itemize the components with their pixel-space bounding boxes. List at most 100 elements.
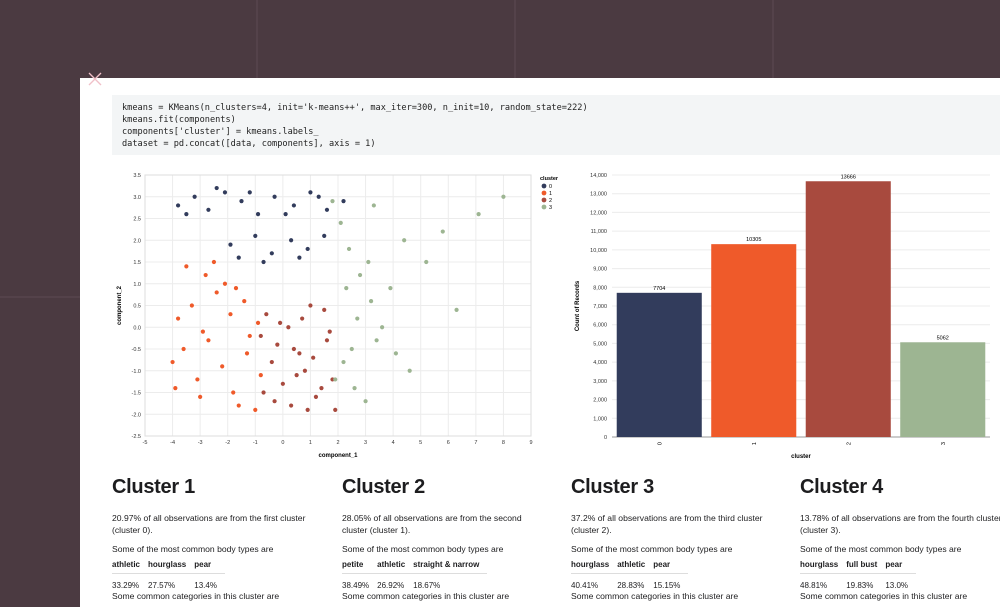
point <box>424 259 429 265</box>
body-type-share: 13.4% <box>194 581 217 590</box>
charts: -5 -4 -3 -2 -1 0 1 2 3 4 5 6 7 8 9-2.5-2.0-1.5-1.0-0.5… <box>117 173 990 460</box>
x-tick-label: 6 <box>447 440 450 446</box>
body-type-share: 27.57% <box>148 581 176 590</box>
body-type-share: 18.67% <box>413 581 441 590</box>
point <box>440 229 445 234</box>
point <box>330 199 335 204</box>
point <box>206 207 211 212</box>
point <box>278 320 283 325</box>
bar-value-label: 5062 <box>937 335 949 341</box>
point <box>247 190 252 195</box>
cluster-description: 20.97% of all observations are from the … <box>112 513 306 535</box>
cluster-summary: Cluster 4 13.78% of all observations are … <box>800 476 1000 601</box>
cluster-title: Cluster 4 <box>800 476 883 498</box>
point <box>198 394 203 399</box>
table-row: 40.41% 28.83% 15.15% <box>571 574 688 590</box>
body-types-intro: Some of the most common body types are <box>342 544 504 554</box>
body-type-share: 19.83% <box>846 581 874 590</box>
x-axis-title: cluster <box>791 454 811 460</box>
body-type-share: 26.92% <box>377 581 405 590</box>
cluster-description: 28.05% of all observations are from the … <box>342 513 522 535</box>
body-type: athletic <box>112 558 149 574</box>
point <box>324 207 330 212</box>
point <box>308 303 313 308</box>
legend-swatch <box>541 204 547 210</box>
y-tick-label: 10,000 <box>590 248 607 254</box>
cluster-description: 37.2% of all observations are from the t… <box>571 513 763 535</box>
y-tick-label: 4,000 <box>593 360 607 366</box>
y-tick-label: 9,000 <box>593 267 607 273</box>
point <box>233 286 239 291</box>
cluster-description: 13.78% of all observations are from the … <box>800 513 1000 535</box>
y-tick-label: 8,000 <box>593 285 607 291</box>
x-axis-title: component_1 <box>318 453 358 459</box>
point <box>324 338 330 343</box>
y-tick-label: 3,000 <box>593 379 607 385</box>
x-tick-label: -2 <box>225 440 230 446</box>
body-type-share: 48.81% <box>800 581 828 590</box>
y-tick-label: 1.5 <box>133 260 141 266</box>
table-header-row: hourglass athletic pear <box>571 558 689 574</box>
code-line: dataset = pd.concat([data, components], … <box>122 139 376 149</box>
y-tick-label: -2.0 <box>132 412 141 418</box>
point <box>344 286 349 291</box>
table-row: 38.49% 26.92% 18.67% <box>342 574 487 590</box>
point <box>236 403 241 408</box>
y-axis-title: component_2 <box>117 285 123 325</box>
y-tick-label: 3.5 <box>133 173 141 179</box>
point <box>333 407 338 412</box>
point <box>319 386 324 391</box>
cluster-title: Cluster 2 <box>342 476 425 498</box>
point <box>368 299 374 304</box>
bar-value-label: 13666 <box>841 174 856 180</box>
point <box>305 407 310 412</box>
x-tick-label: 4 <box>392 440 395 446</box>
body-type: hourglass <box>800 558 847 574</box>
table-header-row: hourglass full bust pear <box>800 558 917 574</box>
point <box>272 399 277 404</box>
body-types-table: hourglass full bust pear 48.81% 19.83% 13.0% <box>800 558 917 590</box>
y-tick-label: 13,000 <box>590 192 607 198</box>
point <box>313 394 319 399</box>
body-type: athletic <box>617 558 654 574</box>
x-tick-label: 3 <box>941 442 947 445</box>
point <box>454 307 459 312</box>
point <box>286 325 291 330</box>
bar <box>616 292 702 437</box>
point <box>280 381 285 386</box>
point <box>203 272 208 278</box>
close-mark <box>88 72 102 86</box>
x-tick-label: -4 <box>170 440 175 446</box>
point <box>192 194 197 199</box>
point <box>195 377 200 382</box>
legend-label: 2 <box>549 198 552 204</box>
point <box>297 255 302 260</box>
point <box>214 185 219 191</box>
point <box>175 203 181 208</box>
body-types-table: hourglass athletic pear 40.41% 28.83% 15.15% <box>571 558 689 590</box>
point <box>289 403 294 408</box>
bar-value-label: 10305 <box>746 237 761 243</box>
point <box>275 342 280 347</box>
point <box>242 299 247 304</box>
y-tick-label: 0.0 <box>133 325 141 331</box>
legend-title: cluster <box>540 176 559 182</box>
body-type-share: 15.15% <box>653 581 681 590</box>
point <box>300 316 305 321</box>
point <box>247 333 252 339</box>
body-type-share: 40.41% <box>571 581 599 590</box>
body-type: petite <box>342 558 378 574</box>
point <box>181 346 186 352</box>
table-header-row: athletic hourglass pear <box>112 558 225 574</box>
body-type-share: 13.0% <box>885 581 909 590</box>
point <box>316 194 321 199</box>
bar <box>805 181 891 437</box>
code-line: kmeans.fit(components) <box>122 115 236 125</box>
y-tick-label: -1.0 <box>132 369 141 375</box>
point <box>371 203 376 208</box>
point <box>175 316 181 321</box>
point <box>269 251 274 256</box>
cluster-summary: Cluster 2 28.05% of all observations are … <box>342 476 547 601</box>
bar <box>900 342 986 437</box>
